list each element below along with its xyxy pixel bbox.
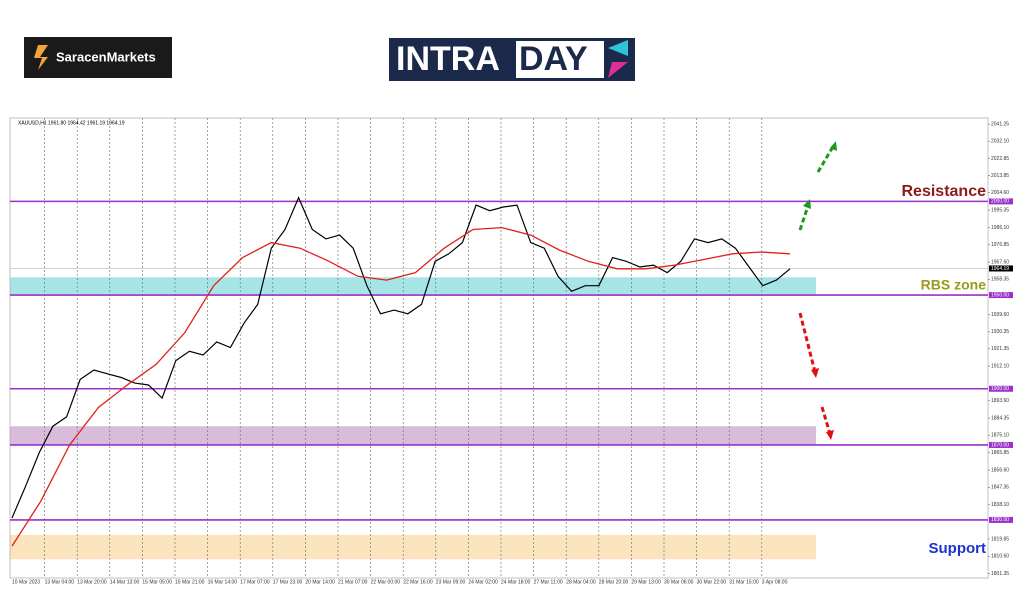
annotation: Resistance: [902, 183, 987, 200]
logo-left: INTRA: [396, 40, 500, 78]
logo-right-box: [516, 41, 604, 78]
y-tick-label: 1810.60: [991, 554, 1009, 560]
level-label-box: [989, 516, 1013, 523]
x-tick-label: 31 Mar 15:00: [729, 579, 759, 585]
level-label-box: [989, 198, 1013, 205]
y-tick-label: 2022.85: [991, 156, 1009, 162]
current-price-label: 1964.19: [991, 266, 1009, 272]
zone: [10, 277, 816, 296]
x-tick-label: 14 Mar 13:00: [110, 579, 140, 585]
x-tick-label: 24 Mar 18:00: [501, 579, 531, 585]
zone: [10, 534, 816, 560]
level-label-box: [989, 292, 1013, 299]
level-label-box: [989, 441, 1013, 448]
x-tick-label: 24 Mar 02:00: [468, 579, 498, 585]
brand: SaracenMarkets: [56, 49, 156, 64]
arrow-up: [816, 144, 836, 173]
y-tick-label: 1884.35: [991, 415, 1009, 421]
x-tick-label: 27 Mar 11:00: [534, 579, 563, 585]
zone: [10, 426, 816, 445]
x-tick-label: 15 Mar 05:00: [142, 579, 172, 585]
y-tick-label: 1893.60: [991, 398, 1009, 404]
y-tick-label: 1875.10: [991, 433, 1009, 439]
x-tick-label: 13 Mar 04:00: [45, 579, 75, 585]
y-tick-label: 1819.85: [991, 536, 1009, 542]
x-tick-label: 21 Mar 07:00: [338, 579, 368, 585]
x-tick-label: 28 Mar 20:00: [599, 579, 629, 585]
y-tick-label: 1939.60: [991, 312, 1009, 318]
logo-arrow-up: [608, 40, 628, 56]
y-tick-label: 1976.85: [991, 242, 1009, 248]
annotation: Support: [929, 540, 987, 557]
y-tick-label: 1865.85: [991, 450, 1009, 456]
brand-icon: [34, 45, 48, 70]
x-tick-label: 16 Mar 14:00: [208, 579, 238, 585]
brand-box: [24, 37, 172, 78]
level-label: 1830.00: [991, 517, 1009, 523]
arrow-down: [798, 312, 817, 373]
y-tick-label: 1801.35: [991, 571, 1009, 577]
arrow-heads-up: [803, 141, 837, 209]
logo-right: DAY: [519, 40, 588, 78]
y-tick-label: 1912.10: [991, 363, 1009, 369]
x-tick-label: 28 Mar 04:00: [566, 579, 596, 585]
level-label: 1950.00: [991, 292, 1009, 298]
level-label: 1900.00: [991, 386, 1009, 392]
y-tick-label: 1967.60: [991, 259, 1009, 265]
plot-frame: [9, 117, 989, 579]
x-tick-label: 3 Apr 08:00: [762, 579, 788, 585]
price-line: [11, 196, 791, 519]
y-tick-label: 2013.85: [991, 173, 1009, 179]
y-tick-label: 1838.10: [991, 502, 1009, 508]
y-tick-label: 1856.60: [991, 467, 1009, 473]
x-tick-label: 15 Mar 21:00: [175, 579, 205, 585]
y-tick-label: 2032.10: [991, 139, 1009, 145]
level-label: 2000.00: [991, 199, 1009, 205]
y-tick-label: 1921.35: [991, 346, 1009, 352]
arrow-heads-down: [811, 368, 834, 440]
x-tick-label: 10 Mar 2023: [12, 579, 40, 585]
y-tick-label: 2004.60: [991, 190, 1009, 196]
x-tick-label: 20 Mar 14:00: [305, 579, 335, 585]
x-tick-label: 30 Mar 06:00: [664, 579, 694, 585]
y-tick-label: 1995.35: [991, 207, 1009, 213]
y-tick-label: 1847.35: [991, 485, 1009, 491]
x-tick-label: 29 Mar 13:00: [631, 579, 661, 585]
y-tick-label: 2041.25: [991, 121, 1009, 127]
x-tick-label: 22 Mar 00:00: [371, 579, 401, 585]
level-label-box: [989, 385, 1013, 392]
current-price-box: [989, 265, 1013, 272]
x-tick-label: 23 Mar 09:00: [436, 579, 466, 585]
x-tick-label: 17 Mar 07:00: [240, 579, 270, 585]
arrow-up: [798, 202, 811, 231]
x-tick-label: 17 Mar 23:00: [273, 579, 303, 585]
x-tick-label: 30 Mar 22:00: [697, 579, 727, 585]
y-tick-label: 1958.35: [991, 277, 1009, 283]
arrow-down: [820, 406, 832, 435]
symbol-info: XAUUSD,H1 1961.80 1964.42 1961.19 1964.1…: [18, 120, 125, 126]
logo-arrow-down: [608, 62, 628, 78]
level-label: 1870.00: [991, 442, 1009, 448]
annotation: RBS zone: [921, 277, 987, 293]
x-tick-label: 13 Mar 20:00: [77, 579, 107, 585]
y-tick-label: 1986.10: [991, 225, 1009, 231]
arrows: [798, 144, 836, 435]
y-tick-label: 1930.35: [991, 329, 1009, 335]
moving-average: [11, 226, 791, 547]
x-tick-label: 22 Mar 16:00: [403, 579, 433, 585]
